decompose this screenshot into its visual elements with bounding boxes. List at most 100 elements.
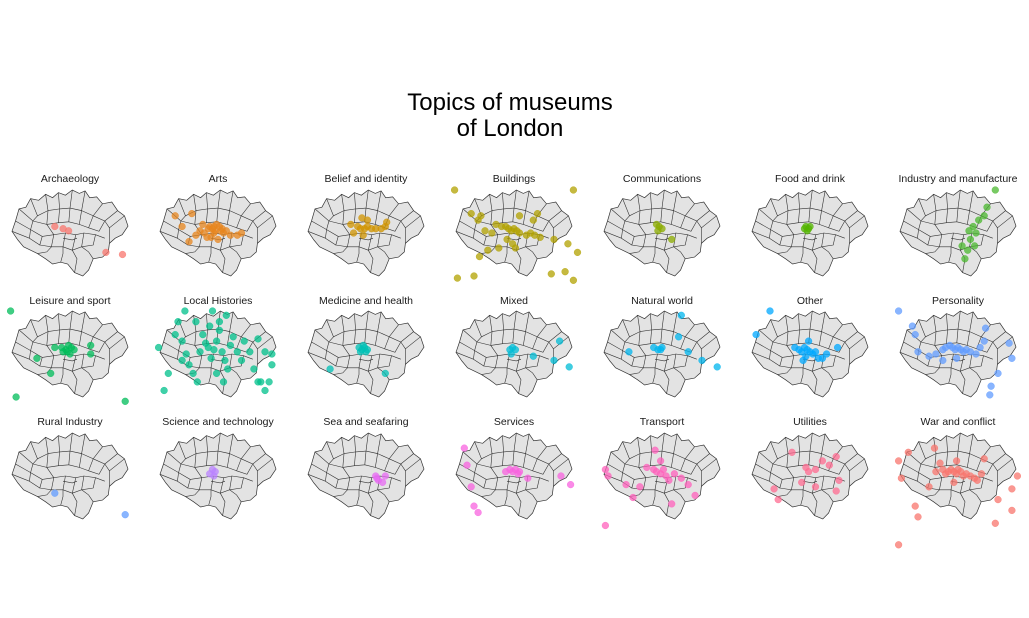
museum-point — [961, 255, 969, 263]
museum-point — [182, 350, 190, 358]
museum-point — [233, 348, 241, 356]
museum-point — [818, 354, 827, 362]
borough-boundary — [333, 246, 348, 254]
museum-point — [484, 246, 492, 254]
museum-point — [481, 227, 489, 235]
museum-point — [818, 457, 827, 465]
museum-point — [102, 248, 110, 257]
facet-panel: Personality — [894, 295, 1017, 399]
borough-boundary — [326, 194, 345, 217]
borough-boundary — [673, 355, 688, 369]
borough-boundary — [81, 367, 94, 380]
borough-boundary — [525, 367, 538, 380]
museum-point — [261, 386, 269, 395]
museum-point — [529, 216, 537, 224]
museum-point — [215, 326, 224, 334]
museum-point — [601, 521, 610, 530]
museum-point — [224, 365, 232, 373]
museum-point — [268, 350, 276, 358]
facet-label: Industry and manufacture — [898, 173, 1017, 185]
museum-point — [798, 478, 806, 487]
borough-boundary — [88, 220, 106, 232]
borough-boundary — [960, 371, 966, 394]
borough-boundary — [333, 489, 348, 497]
borough-boundary — [622, 315, 641, 338]
borough-boundary — [652, 489, 656, 506]
museum-point — [171, 212, 179, 220]
borough-boundary — [969, 477, 984, 491]
facet-label: Personality — [932, 295, 985, 307]
borough-boundary — [229, 477, 244, 491]
museum-point — [363, 216, 372, 224]
facet-label: Local Histories — [184, 295, 253, 307]
borough-boundary — [770, 194, 789, 217]
museum-point — [991, 519, 999, 527]
museum-point — [488, 229, 496, 237]
museum-point — [475, 253, 484, 261]
museum-point — [925, 483, 933, 491]
museum-point — [550, 235, 558, 244]
museum-point — [1013, 472, 1022, 480]
borough-boundary — [821, 489, 834, 502]
borough-boundary — [358, 358, 374, 362]
museum-point — [87, 341, 95, 350]
museum-point — [383, 218, 391, 226]
museum-point — [952, 457, 961, 465]
museum-point — [326, 365, 334, 373]
museum-point — [240, 337, 248, 345]
museum-point — [804, 468, 813, 476]
museum-point — [788, 448, 796, 456]
museum-point — [894, 541, 903, 549]
facet-panel: Services — [455, 416, 575, 520]
museum-point — [980, 212, 988, 220]
borough-boundary — [948, 246, 952, 263]
museum-point — [219, 378, 228, 386]
museum-point — [561, 268, 569, 276]
borough-boundary — [664, 250, 670, 273]
museum-point — [601, 465, 610, 474]
museum-point — [804, 337, 813, 345]
museum-point — [573, 248, 582, 257]
london-map-outline — [603, 310, 721, 398]
museum-point — [7, 307, 15, 315]
borough-boundary — [37, 489, 52, 497]
museum-point — [825, 461, 833, 469]
borough-boundary — [229, 234, 244, 248]
museum-point — [524, 474, 532, 482]
borough-boundary — [948, 489, 952, 506]
museum-point — [965, 227, 973, 235]
museum-point — [986, 391, 994, 399]
borough-boundary — [384, 220, 402, 232]
museum-point — [181, 307, 189, 315]
museum-point — [474, 508, 482, 517]
facet-label: Sea and seafaring — [323, 416, 408, 428]
facet-label: Medicine and health — [319, 295, 413, 307]
borough-boundary — [777, 489, 792, 497]
museum-point — [222, 311, 230, 319]
museum-point — [359, 231, 367, 239]
museum-point — [87, 350, 95, 358]
museum-point — [495, 244, 503, 252]
museum-point — [189, 369, 197, 378]
borough-boundary — [629, 367, 644, 375]
museum-point — [467, 210, 475, 218]
museum-point — [684, 348, 692, 356]
borough-boundary — [652, 367, 656, 384]
museum-point — [178, 356, 186, 365]
museum-point — [64, 227, 73, 235]
museum-point — [47, 369, 55, 378]
facet-panel: Arts — [159, 173, 277, 277]
borough-boundary — [525, 246, 538, 259]
borough-boundary — [208, 489, 212, 506]
borough-boundary — [60, 246, 64, 263]
museum-point — [533, 210, 542, 218]
museum-point — [214, 235, 222, 244]
london-map-outline — [307, 432, 425, 520]
museum-point — [565, 363, 573, 371]
museum-point — [350, 229, 358, 237]
museum-point — [958, 242, 966, 250]
london-map-outline — [159, 432, 277, 520]
borough-boundary — [828, 463, 846, 475]
borough-boundary — [673, 489, 686, 502]
facet-label: Food and drink — [775, 173, 846, 185]
